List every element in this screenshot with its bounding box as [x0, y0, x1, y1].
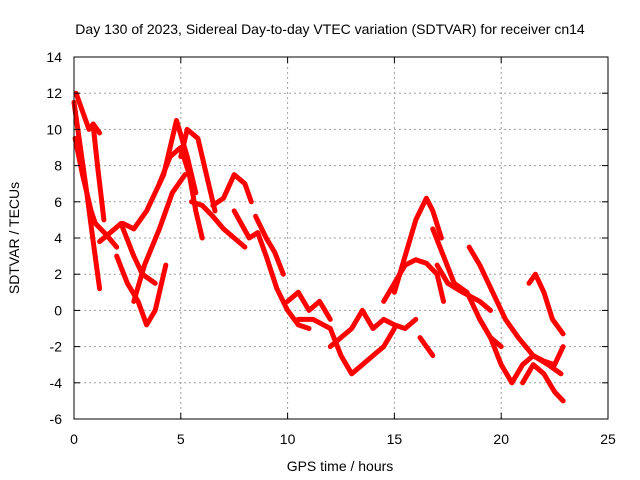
series-trace: [285, 289, 333, 322]
data-traces: [71, 90, 566, 404]
y-axis-label: SDTVAR / TECUs: [6, 182, 22, 294]
y-tick-label: -6: [50, 411, 63, 427]
series-trace: [131, 172, 188, 304]
series-trace: [295, 316, 397, 377]
series-trace: [526, 271, 566, 337]
x-tick-label: 10: [280, 431, 296, 447]
series-trace: [231, 208, 312, 331]
x-tick-label: 5: [177, 431, 185, 447]
series-trace: [417, 335, 436, 359]
series-trace: [156, 145, 205, 241]
y-tick-label: 2: [54, 266, 62, 282]
y-tick-label: 0: [54, 302, 62, 318]
axis-ticks: [73, 56, 609, 420]
series-trace: [477, 316, 566, 386]
series-trace: [253, 213, 286, 277]
x-tick-labels: 0 5 10 15 20 25: [70, 431, 616, 447]
x-axis-label: GPS time / hours: [287, 458, 394, 474]
series-trace: [210, 172, 254, 208]
x-tick-label: 15: [387, 431, 403, 447]
series-trace: [391, 195, 444, 295]
series-trace: [90, 123, 107, 223]
y-tick-labels: -6 -4 -2 0 2 4 6 8 10 12 14: [46, 49, 62, 427]
series-trace: [381, 257, 446, 304]
series-trace: [327, 307, 419, 350]
grid-lines: [74, 57, 608, 419]
series-trace: [520, 362, 566, 404]
y-tick-label: 4: [54, 230, 62, 246]
series-trace: [434, 262, 493, 313]
x-tick-label: 25: [600, 431, 616, 447]
y-tick-label: -2: [50, 339, 63, 355]
chart-title: Day 130 of 2023, Sidereal Day-to-day VTE…: [75, 21, 585, 37]
y-tick-label: 10: [46, 121, 62, 137]
y-tick-label: 14: [46, 49, 62, 65]
series-trace: [178, 126, 218, 214]
series-trace: [114, 253, 169, 328]
x-tick-label: 0: [70, 431, 78, 447]
series-trace: [97, 221, 158, 286]
series-trace: [189, 199, 248, 250]
y-tick-label: 12: [46, 85, 62, 101]
y-tick-label: 6: [54, 194, 62, 210]
x-tick-label: 20: [493, 431, 509, 447]
y-tick-label: -4: [50, 375, 63, 391]
y-tick-label: 8: [54, 158, 62, 174]
